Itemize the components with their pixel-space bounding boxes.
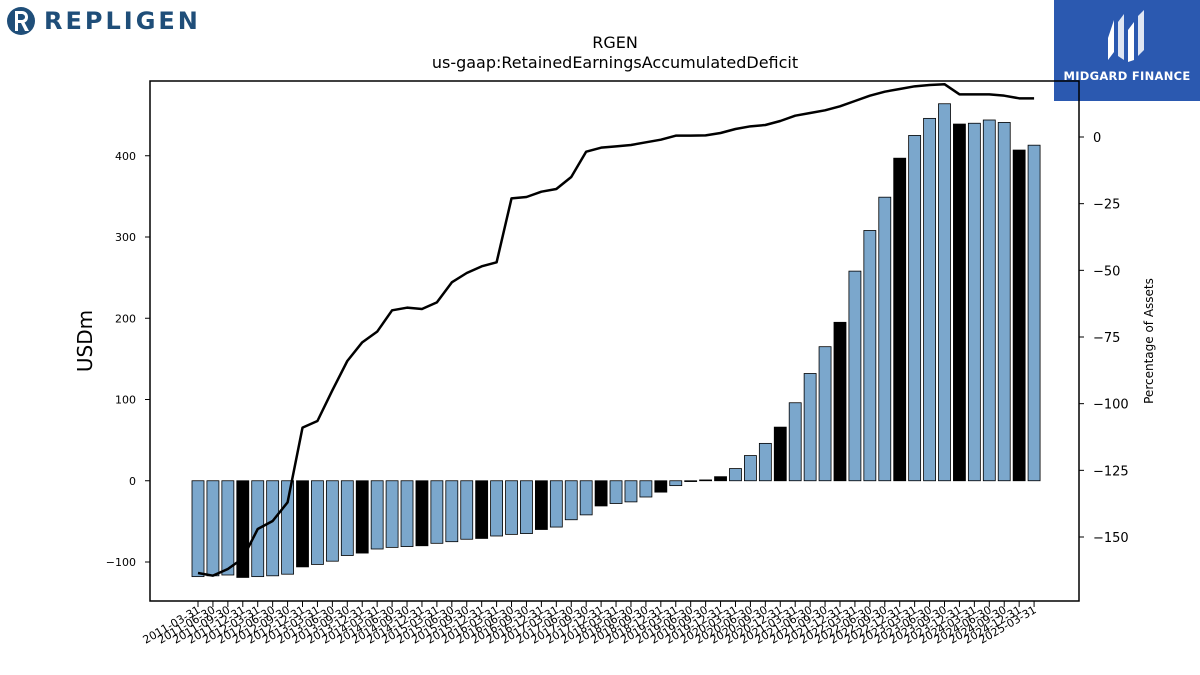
repligen-wordmark: REPLIGEN: [44, 7, 201, 35]
y-tick-label: 200: [115, 312, 136, 325]
bar: [266, 480, 280, 577]
bar: [744, 455, 757, 482]
bar: [206, 480, 220, 577]
bar: [699, 479, 713, 482]
bar: [609, 480, 623, 504]
bar: [505, 480, 518, 535]
bar: [594, 480, 608, 507]
bar: [370, 480, 384, 550]
midgard-mark-icon: [1108, 10, 1144, 62]
bar: [953, 123, 966, 482]
bar: [520, 480, 533, 534]
bar: [400, 480, 414, 547]
bar: [340, 480, 354, 556]
y-tick-label: 0: [129, 475, 136, 488]
bar: [325, 480, 339, 562]
y2-tick-label: −150: [1093, 531, 1129, 546]
bar: [997, 122, 1011, 482]
line-series: [197, 82, 1035, 577]
repligen-mark-icon: [7, 7, 35, 35]
y-axis-label: USDm: [73, 310, 97, 372]
y2-tick-label: −100: [1093, 398, 1129, 413]
bar: [818, 346, 832, 482]
bar: [311, 480, 324, 565]
left-axis: −100 0 100 200 300 400: [106, 150, 150, 569]
plot-frame: [149, 80, 1080, 602]
bar: [863, 230, 877, 482]
y2-tick-label: 0: [1093, 131, 1101, 146]
bar: [878, 196, 892, 482]
bar: [534, 480, 548, 530]
bar: [475, 480, 489, 539]
bar: [967, 122, 981, 482]
bar: [460, 480, 474, 540]
y2-axis-label: Percentage of Assets: [1142, 278, 1156, 404]
y2-tick-label: −25: [1093, 198, 1120, 213]
bar: [236, 480, 250, 578]
bar: [281, 480, 294, 575]
bar: [624, 480, 638, 503]
y2-tick-label: −75: [1093, 331, 1120, 346]
y-tick-label: 400: [115, 150, 136, 163]
bar: [773, 426, 787, 482]
repligen-logo: REPLIGEN: [6, 4, 201, 38]
bar: [684, 480, 698, 482]
bar: [490, 480, 504, 537]
chart-subtitle: us-gaap:RetainedEarningsAccumulatedDefic…: [432, 53, 798, 72]
bar: [788, 402, 802, 482]
bar: [415, 480, 429, 547]
bar: [982, 119, 996, 482]
y-tick-label: 100: [115, 394, 136, 407]
bar: [923, 117, 936, 482]
right-axis: −150 −125 −100 −75 −50 −25 0: [1079, 131, 1129, 546]
bar: [191, 480, 205, 578]
bar-series: [191, 103, 1041, 578]
bar: [430, 480, 444, 544]
bar: [1012, 149, 1026, 482]
bar: [385, 480, 399, 548]
bar: [549, 480, 563, 528]
chart-title: RGEN: [592, 33, 638, 52]
y-tick-label: 300: [115, 231, 136, 244]
bar: [355, 480, 369, 554]
pct-assets-line: [197, 82, 1035, 577]
bar: [445, 480, 459, 543]
bar: [908, 135, 922, 482]
bar: [669, 480, 683, 487]
bar: [893, 157, 907, 482]
bar: [1027, 144, 1041, 482]
bar: [639, 480, 653, 498]
y2-tick-label: −50: [1093, 264, 1120, 279]
bar: [714, 476, 727, 482]
bar: [221, 480, 235, 576]
midgard-wordmark: MIDGARD FINANCE: [1063, 69, 1191, 83]
y-tick-label: −100: [106, 556, 136, 569]
x-axis: 2011-03-312011-06-302011-09-302011-12-31…: [141, 601, 1039, 647]
bar: [564, 480, 578, 521]
bar: [833, 321, 847, 482]
bar: [654, 480, 668, 493]
bar: [848, 270, 862, 482]
y2-tick-label: −125: [1093, 464, 1129, 479]
bar: [758, 442, 772, 482]
bar: [938, 103, 951, 482]
bar: [803, 373, 817, 482]
bar: [296, 480, 309, 568]
bar: [729, 468, 742, 482]
bar: [579, 480, 593, 516]
